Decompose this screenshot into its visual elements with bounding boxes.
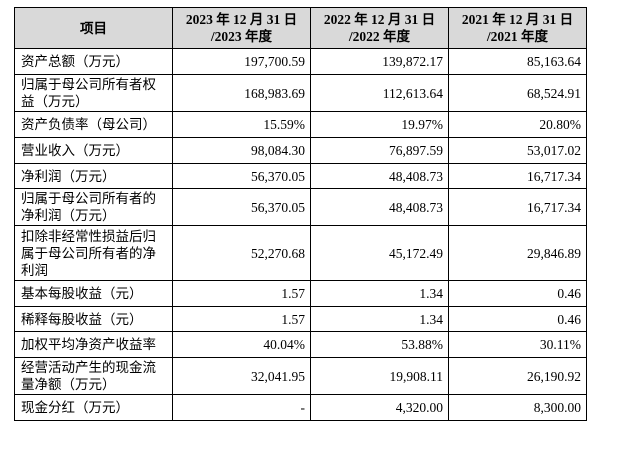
value-cell: 30.11% — [448, 331, 587, 358]
table-body: 资产总额（万元） 197,700.59 139,872.17 85,163.64 归属于… — [14, 48, 587, 421]
table-wrap: 项目 2023 年 12 月 31 日 /2023 年度 2022 年 12 月 3… — [14, 7, 587, 421]
value-cell: 85,163.64 — [448, 48, 587, 75]
row-label: 经营活动产生的现金流量净额（万元） — [14, 357, 173, 395]
row-label: 净利润（万元） — [14, 163, 173, 189]
value-cell: 19,908.11 — [310, 357, 449, 395]
value-cell: 8,300.00 — [448, 394, 587, 421]
table-row: 加权平均净资产收益率 40.04% 53.88% 30.11% — [14, 331, 587, 358]
row-label: 现金分红（万元） — [14, 394, 173, 421]
table-row: 归属于母公司所有者的净利润（万元） 56,370.05 48,408.73 16,71… — [14, 188, 587, 226]
value-cell: 1.34 — [310, 306, 449, 332]
value-cell: 20.80% — [448, 111, 587, 138]
financial-table: 项目 2023 年 12 月 31 日 /2023 年度 2022 年 12 月 3… — [14, 7, 587, 421]
row-label: 稀释每股收益（元） — [14, 306, 173, 332]
table-row: 经营活动产生的现金流量净额（万元） 32,041.95 19,908.11 26,19… — [14, 357, 587, 395]
row-label: 基本每股收益（元） — [14, 280, 173, 307]
value-cell: 68,524.91 — [448, 74, 587, 112]
value-cell: 98,084.30 — [172, 137, 311, 164]
value-cell: 76,897.59 — [310, 137, 449, 164]
table-row: 营业收入（万元） 98,084.30 76,897.59 53,017.02 — [14, 137, 587, 164]
row-label: 加权平均净资产收益率 — [14, 331, 173, 358]
header-cell: 项目 — [14, 7, 173, 49]
value-cell: 1.57 — [172, 280, 311, 307]
value-cell: 29,846.89 — [448, 225, 587, 281]
table-row: 资产负债率（母公司） 15.59% 19.97% 20.80% — [14, 111, 587, 138]
value-cell: 45,172.49 — [310, 225, 449, 281]
value-cell: 53,017.02 — [448, 137, 587, 164]
table-row: 净利润（万元） 56,370.05 48,408.73 16,717.34 — [14, 163, 587, 189]
value-cell: 56,370.05 — [172, 188, 311, 226]
value-cell: 0.46 — [448, 280, 587, 307]
value-cell: 52,270.68 — [172, 225, 311, 281]
value-cell: 40.04% — [172, 331, 311, 358]
value-cell: 15.59% — [172, 111, 311, 138]
value-cell: 16,717.34 — [448, 188, 587, 226]
table-row: 归属于母公司所有者权益（万元） 168,983.69 112,613.64 68,52… — [14, 74, 587, 112]
table-row: 资产总额（万元） 197,700.59 139,872.17 85,163.64 — [14, 48, 587, 75]
value-cell: 168,983.69 — [172, 74, 311, 112]
row-label: 资产总额（万元） — [14, 48, 173, 75]
row-label: 营业收入（万元） — [14, 137, 173, 164]
row-label: 归属于母公司所有者权益（万元） — [14, 74, 173, 112]
value-cell: 1.34 — [310, 280, 449, 307]
row-label: 扣除非经常性损益后归属于母公司所有者的净利润 — [14, 225, 173, 281]
row-label: 归属于母公司所有者的净利润（万元） — [14, 188, 173, 226]
value-cell: 53.88% — [310, 331, 449, 358]
value-cell: 48,408.73 — [310, 163, 449, 189]
row-label: 资产负债率（母公司） — [14, 111, 173, 138]
value-cell: - — [172, 394, 311, 421]
header-cell: 2023 年 12 月 31 日 /2023 年度 — [172, 7, 311, 49]
header-row: 项目 2023 年 12 月 31 日 /2023 年度 2022 年 12 月 3… — [14, 7, 587, 49]
value-cell: 56,370.05 — [172, 163, 311, 189]
value-cell: 197,700.59 — [172, 48, 311, 75]
table-row: 基本每股收益（元） 1.57 1.34 0.46 — [14, 280, 587, 307]
value-cell: 4,320.00 — [310, 394, 449, 421]
table-row: 现金分红（万元） -4,320.00 8,300.00 — [14, 394, 587, 421]
value-cell: 26,190.92 — [448, 357, 587, 395]
value-cell: 48,408.73 — [310, 188, 449, 226]
value-cell: 16,717.34 — [448, 163, 587, 189]
value-cell: 32,041.95 — [172, 357, 311, 395]
table-row: 扣除非经常性损益后归属于母公司所有者的净利润 52,270.68 45,172.49… — [14, 225, 587, 281]
value-cell: 1.57 — [172, 306, 311, 332]
value-cell: 112,613.64 — [310, 74, 449, 112]
header-cell: 2021 年 12 月 31 日 /2021 年度 — [448, 7, 587, 49]
value-cell: 139,872.17 — [310, 48, 449, 75]
table-row: 稀释每股收益（元） 1.57 1.34 0.46 — [14, 306, 587, 332]
header-cell: 2022 年 12 月 31 日 /2022 年度 — [310, 7, 449, 49]
value-cell: 19.97% — [310, 111, 449, 138]
value-cell: 0.46 — [448, 306, 587, 332]
